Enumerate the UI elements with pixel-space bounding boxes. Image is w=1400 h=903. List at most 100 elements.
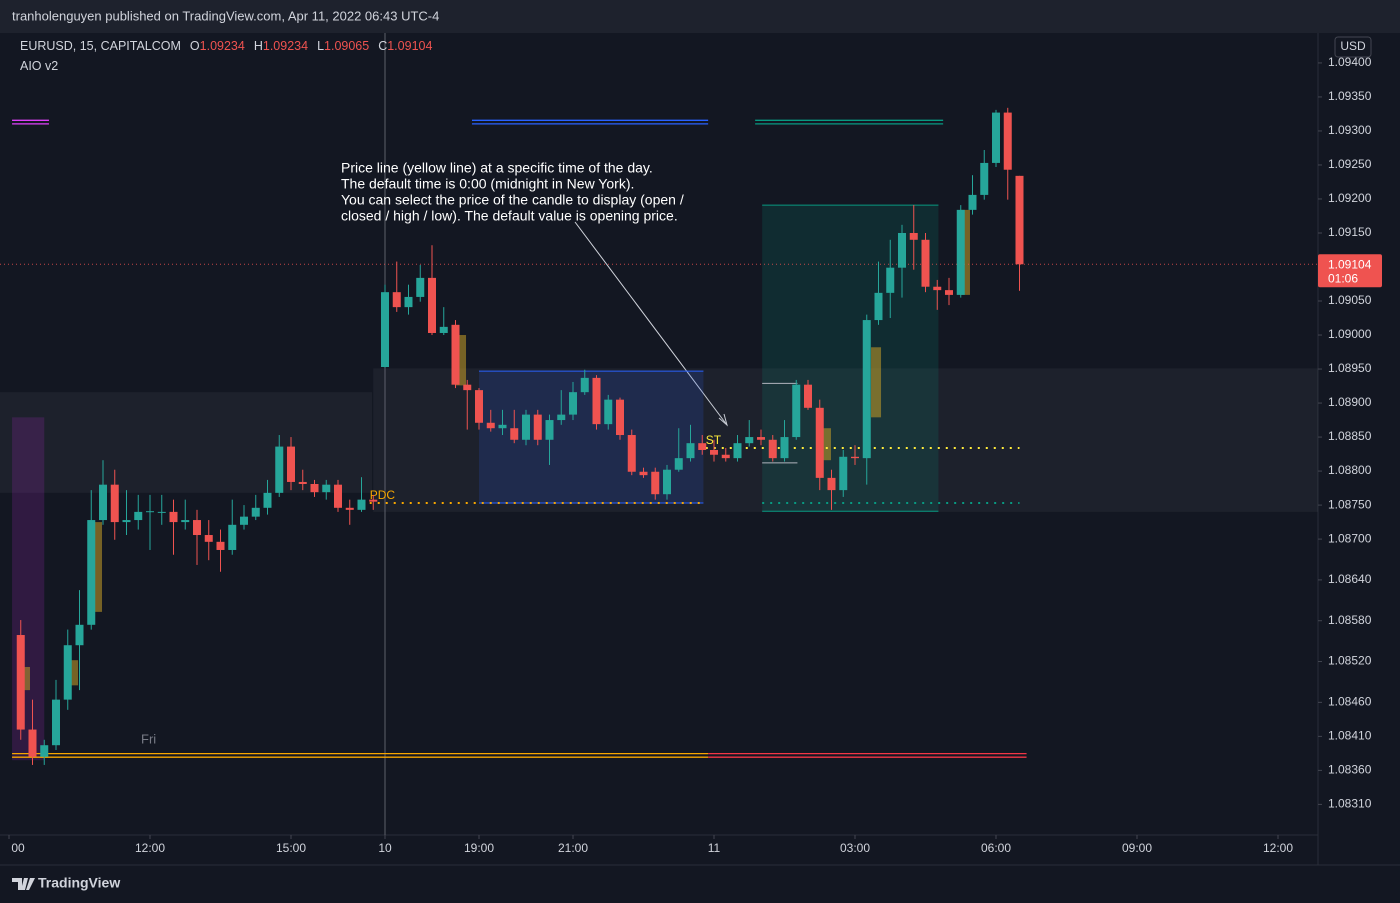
candle-body <box>780 437 789 459</box>
candle-body <box>686 443 695 459</box>
candle-body <box>592 377 601 425</box>
x-tick-label: 11 <box>708 841 721 855</box>
y-tick-label: 1.09150 <box>1328 225 1372 239</box>
candle-body <box>651 471 660 495</box>
candle-body <box>580 377 589 393</box>
zone <box>762 383 797 463</box>
candle-body <box>1003 112 1012 170</box>
candle-body <box>768 439 777 459</box>
candle-body <box>416 277 425 297</box>
candle-body <box>16 635 25 730</box>
candle-body <box>287 446 296 482</box>
candle-body <box>146 511 155 513</box>
highlight <box>68 660 79 686</box>
candle-body <box>345 507 354 510</box>
y-tick-label: 1.08900 <box>1328 395 1372 409</box>
candle-body <box>745 437 754 444</box>
day-label: Fri <box>141 731 156 746</box>
y-tick-label: 1.08520 <box>1328 654 1372 668</box>
candle-body <box>839 456 848 491</box>
ohlc-value: 1.09234 <box>199 39 245 53</box>
y-tick-label: 1.09250 <box>1328 157 1372 171</box>
candle-body <box>510 428 519 440</box>
x-tick-label: 09:00 <box>1122 841 1152 855</box>
x-tick-label: 03:00 <box>840 841 870 855</box>
highlight <box>456 335 467 386</box>
ohlc-label: O <box>189 39 200 53</box>
candle-body <box>99 484 108 521</box>
publisher: tranholenguyen published on TradingView.… <box>12 8 439 23</box>
y-tick-label: 1.08460 <box>1328 695 1372 709</box>
candle-body <box>721 454 730 459</box>
candle-body <box>569 392 578 415</box>
candle-body <box>475 390 484 423</box>
candle-body <box>169 511 178 523</box>
y-tick-label: 1.08950 <box>1328 361 1372 375</box>
candle-body <box>87 520 96 625</box>
candle-body <box>980 162 989 195</box>
x-tick-label: 12:00 <box>135 841 165 855</box>
annotation-line: The default time is 0:00 (midnight in Ne… <box>341 176 634 192</box>
candle-body <box>827 477 836 491</box>
candle-body <box>956 209 965 295</box>
candle-body <box>263 492 272 508</box>
candle-body <box>851 456 860 459</box>
candle-body <box>204 535 213 542</box>
candle-body <box>639 471 648 476</box>
candle-body <box>698 443 707 450</box>
candle-body <box>240 516 249 525</box>
level-label: PDC <box>370 488 396 502</box>
candle-body <box>921 239 930 287</box>
zone <box>0 392 373 493</box>
candle-body <box>522 414 531 440</box>
y-tick-label: 1.08700 <box>1328 531 1372 545</box>
candle-body <box>804 384 813 408</box>
ohlc-value: 1.09065 <box>324 39 370 53</box>
indicator-name[interactable]: AIO v2 <box>20 59 59 73</box>
last-price-box <box>1318 254 1382 288</box>
highlight <box>92 522 103 612</box>
candle-body <box>181 520 190 523</box>
candle-body <box>498 424 507 429</box>
candle-body <box>545 420 554 440</box>
brand[interactable]: TradingView <box>38 875 120 891</box>
candle-body <box>334 484 343 508</box>
candle-body <box>298 481 307 484</box>
x-tick-label: 06:00 <box>981 841 1011 855</box>
candle-body <box>663 469 672 495</box>
candle-body <box>275 446 284 493</box>
annotation-line: closed / high / low). The default value … <box>341 208 678 224</box>
x-tick-label: 12:00 <box>1263 841 1293 855</box>
y-tick-label: 1.09350 <box>1328 89 1372 103</box>
currency-box[interactable] <box>1334 36 1372 58</box>
candle-body <box>392 292 401 308</box>
candle-body <box>228 524 237 550</box>
y-tick-label: 1.08750 <box>1328 497 1372 511</box>
y-tick-label: 1.08410 <box>1328 729 1372 743</box>
candle-body <box>533 414 542 440</box>
candle-body <box>604 399 613 425</box>
logo[interactable]: TradingView <box>12 875 120 891</box>
candle-body <box>369 499 378 502</box>
candle-body <box>310 483 319 493</box>
candle-body <box>886 267 895 293</box>
candle-body <box>616 399 625 436</box>
candle-body <box>627 435 636 472</box>
candle-body <box>815 407 824 478</box>
y-tick-label: 1.09200 <box>1328 191 1372 205</box>
candle-body <box>134 511 143 521</box>
y-tick-label: 1.08310 <box>1328 797 1372 811</box>
x-tick-label: 21:00 <box>558 841 588 855</box>
candle-body <box>463 384 472 391</box>
ohlc-label: H <box>253 39 263 53</box>
candle-body <box>968 194 977 210</box>
candle-body <box>1015 175 1024 265</box>
zone <box>762 205 939 512</box>
currency[interactable]: USD <box>1340 39 1366 53</box>
candle-body <box>122 520 131 523</box>
candle-body <box>52 699 61 746</box>
candle-body <box>193 520 202 536</box>
candle-body <box>898 232 907 268</box>
